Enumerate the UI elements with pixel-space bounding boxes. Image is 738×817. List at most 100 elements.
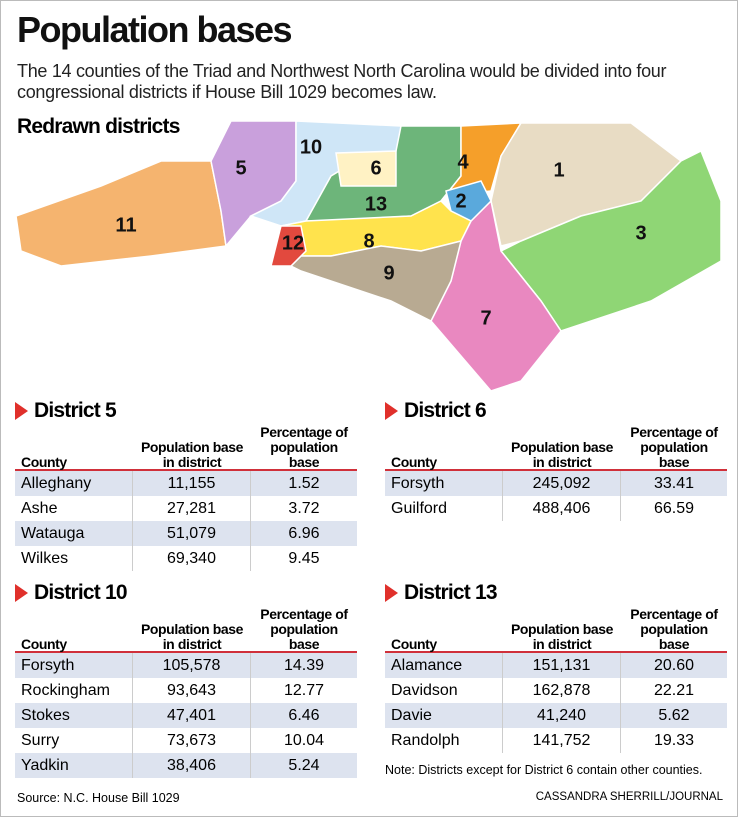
- cell: 10.04: [283, 731, 325, 749]
- district-label: 12: [282, 232, 304, 254]
- column-header: County: [21, 636, 67, 652]
- table-row: Alleghany 11,155 1.52: [15, 471, 357, 496]
- cell: 6.96: [288, 524, 320, 542]
- table-row: Rockingham 93,643 12.77: [15, 678, 357, 703]
- table-title: District 13: [385, 579, 727, 607]
- district-table: District 10 County Population base in dist…: [15, 579, 357, 778]
- table-row: Randolph 141,752 19.33: [385, 728, 727, 753]
- table-row: Watauga 51,079 6.96: [15, 521, 357, 546]
- district-table: District 6 County Population base in distr…: [385, 397, 727, 521]
- title: Population bases: [17, 9, 293, 50]
- table-title: District 6: [385, 397, 727, 425]
- cell: Randolph: [385, 728, 503, 753]
- cell: Stokes: [15, 703, 133, 728]
- cell: Wilkes: [15, 546, 133, 571]
- header-row: County Population base in district Percent…: [385, 425, 727, 471]
- cell: 14.39: [283, 656, 325, 674]
- cell: 5.24: [288, 756, 320, 774]
- cell: 33.41: [653, 474, 695, 492]
- cell: 19.33: [653, 731, 695, 749]
- subtitle: The 14 counties of the Triad and Northwe…: [17, 61, 667, 102]
- credit: CASSANDRA SHERRILL/JOURNAL: [535, 791, 723, 803]
- district-label: 7: [480, 307, 491, 329]
- cell: 69,340: [133, 546, 251, 571]
- cell: 9.45: [288, 549, 320, 567]
- table-row: Alamance 151,131 20.60: [385, 653, 727, 678]
- column-header: Population base in district: [140, 439, 244, 470]
- cell: 12.77: [283, 681, 325, 699]
- cell: 105,578: [133, 653, 251, 678]
- table-row: Ashe 27,281 3.72: [15, 496, 357, 521]
- cell: 47,401: [133, 703, 251, 728]
- table-row: Forsyth 245,092 33.41: [385, 471, 727, 496]
- cell: 27,281: [133, 496, 251, 521]
- region: [270, 225, 307, 267]
- table-row: Yadkin 38,406 5.24: [15, 753, 357, 778]
- map: 1 2 3 4 5 6 7 8 9 10 11 12 13: [15, 120, 722, 392]
- table-row: Wilkes 69,340 9.45: [15, 546, 357, 571]
- district-label: 1: [553, 159, 564, 181]
- cell: 3.72: [288, 499, 320, 517]
- header-row: County Population base in district Percent…: [385, 607, 727, 653]
- district-label: 6: [370, 157, 381, 179]
- cell: 11,155: [133, 471, 251, 496]
- cell: 20.60: [653, 656, 695, 674]
- table-title: District 10: [15, 579, 357, 607]
- cell: 151,131: [503, 653, 621, 678]
- cell: 22.21: [653, 681, 695, 699]
- table-row: Forsyth 105,578 14.39: [15, 653, 357, 678]
- column-header: County: [21, 454, 67, 470]
- cell: Surry: [15, 728, 133, 753]
- district-label: 8: [363, 230, 374, 252]
- district-table: District 13 County Population base in dist…: [385, 579, 727, 753]
- district-label: 3: [635, 222, 646, 244]
- region: [499, 149, 722, 332]
- cell: 51,079: [133, 521, 251, 546]
- cell: 141,752: [503, 728, 621, 753]
- cell: Forsyth: [385, 471, 503, 496]
- cell: 245,092: [503, 471, 621, 496]
- column-header: Population base in district: [510, 621, 614, 652]
- cell: Ashe: [15, 496, 133, 521]
- column-header: Percentage of population base: [630, 606, 718, 652]
- header-row: County Population base in district Percent…: [15, 425, 357, 471]
- source: Source: N.C. House Bill 1029: [17, 791, 180, 805]
- district-regions: [15, 120, 722, 392]
- cell: 1.52: [288, 474, 320, 492]
- cell: 6.46: [288, 706, 320, 724]
- district-label: 11: [115, 214, 136, 236]
- column-header: Percentage of population base: [630, 424, 718, 470]
- table-row: Stokes 47,401 6.46: [15, 703, 357, 728]
- cell: Davie: [385, 703, 503, 728]
- cell: 162,878: [503, 678, 621, 703]
- district-label: 4: [457, 151, 469, 173]
- cell: 93,643: [133, 678, 251, 703]
- district-label: 2: [455, 190, 466, 212]
- cell: Davidson: [385, 678, 503, 703]
- cell: Guilford: [385, 496, 503, 521]
- map-title: Redrawn districts: [17, 115, 180, 138]
- district-table: District 5 County Population base in distr…: [15, 397, 357, 571]
- district-label: 5: [235, 157, 246, 179]
- district-label: 10: [300, 136, 322, 158]
- region: [445, 180, 492, 222]
- table-row: Davidson 162,878 22.21: [385, 678, 727, 703]
- cell: 41,240: [503, 703, 621, 728]
- cell: 73,673: [133, 728, 251, 753]
- cell: Alamance: [385, 653, 503, 678]
- table-row: Davie 41,240 5.62: [385, 703, 727, 728]
- cell: 488,406: [503, 496, 621, 521]
- region: [289, 239, 463, 323]
- cell: 5.62: [658, 706, 690, 724]
- region: [335, 150, 397, 187]
- district-label: 13: [365, 193, 387, 215]
- column-header: County: [391, 454, 437, 470]
- table-row: Surry 73,673 10.04: [15, 728, 357, 753]
- header-row: County Population base in district Percent…: [15, 607, 357, 653]
- column-header: Percentage of population base: [260, 606, 348, 652]
- column-header: Population base in district: [140, 621, 244, 652]
- table-title: District 5: [15, 397, 357, 425]
- column-header: Population base in district: [510, 439, 614, 470]
- note: Note: Districts except for District 6 co…: [385, 763, 703, 777]
